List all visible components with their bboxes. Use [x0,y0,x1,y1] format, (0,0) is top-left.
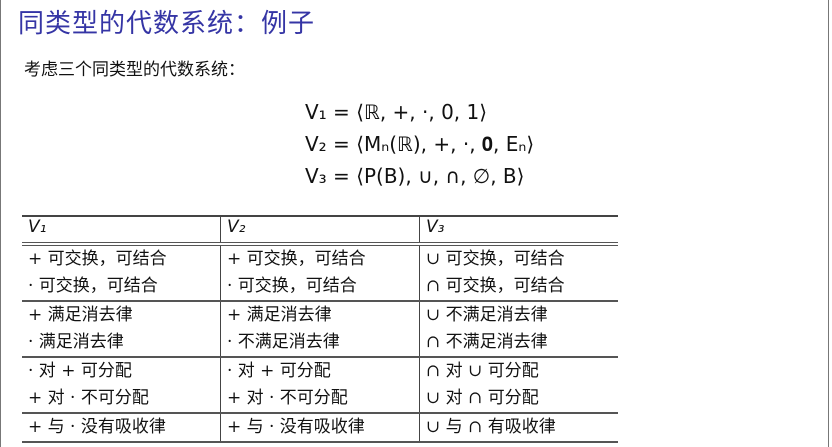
cell-line: + 满足消去律 [226,305,332,325]
cell-line: + 对 · 不可分配 [226,388,348,408]
cell-line: ∩ 对 ∪ 可分配 [426,361,539,381]
cell-line: + 满足消去律 [28,305,133,325]
cell-line: + 与 · 没有吸收律 [226,417,365,437]
table-cell: + 可交换，可结合 · 可交换，可结合 [219,244,420,302]
cell-line: · 可交换，可结合 [226,276,357,296]
intro-text: 考虑三个同类型的代数系统： [24,60,245,80]
table-cell: ∪ 不满足消去律 ∩ 不满足消去律 [419,301,618,358]
table-cell: ∩ 对 ∪ 可分配 ∪ 对 ∩ 可分配 [419,357,618,414]
cell-line: · 可交换，可结合 [28,276,158,296]
table-row: + 与 · 没有吸收律 + 与 · 没有吸收律 ∪ 与 ∩ 有吸收律 [22,413,618,443]
table-row: + 可交换，可结合 · 可交换，可结合 + 可交换，可结合 · 可交换，可结合 ∪ 可交… [22,244,618,302]
cell-line: ∪ 可交换，可结合 [426,249,565,269]
cell-line: + 可交换，可结合 [226,249,366,269]
header-v1: V₁ [22,215,221,246]
table-cell: + 与 · 没有吸收律 [219,413,420,443]
cell-line: ∪ 与 ∩ 有吸收律 [426,417,556,437]
table-cell: + 与 · 没有吸收律 [22,413,221,443]
table-cell: ∪ 与 ∩ 有吸收律 [419,413,618,443]
table-cell: · 对 + 可分配 + 对 · 不可分配 [22,357,221,414]
cell-line: + 可交换，可结合 [28,249,167,269]
cell-line: ∪ 对 ∩ 可分配 [426,388,539,408]
cell-line: + 与 · 没有吸收律 [28,417,166,437]
equation-v3: V₃ = ⟨P(B), ∪, ∩, ∅, B⟩ [305,164,525,188]
equation-v2: V₂ = ⟨Mₙ(ℝ), +, ·, 𝟎, Eₙ⟩ [305,132,535,156]
table-cell: ∪ 可交换，可结合 ∩ 可交换，可结合 [419,244,618,302]
cell-line: · 对 + 可分配 [28,361,132,381]
table-cell: + 满足消去律 · 不满足消去律 [219,301,420,358]
cell-line: ∪ 不满足消去律 [426,305,548,325]
table-header-row: V₁ V₂ V₃ [22,215,618,246]
cell-line: + 对 · 不可分配 [28,388,149,408]
table-cell: + 满足消去律 · 满足消去律 [22,301,221,358]
header-v2: V₂ [219,215,420,246]
equations: V₁ = ⟨ℝ, +, ·, 0, 1⟩ V₂ = ⟨Mₙ(ℝ), +, ·, … [305,96,534,192]
cell-line: ∩ 可交换，可结合 [426,276,565,296]
cell-line: · 不满足消去律 [226,332,340,352]
table-row: · 对 + 可分配 + 对 · 不可分配 · 对 + 可分配 + 对 · 不可分配 ∩ … [22,357,618,414]
slide-title: 同类型的代数系统：例子 [18,9,316,39]
cell-line: · 满足消去律 [28,332,124,352]
table-row: + 满足消去律 · 满足消去律 + 满足消去律 · 不满足消去律 ∪ 不满足消去律 ∩ 不… [22,301,618,358]
comparison-table: V₁ V₂ V₃ + 可交换，可结合 · 可交换，可结合 + 可交换，可结合 · 可交… [22,215,618,443]
table-cell: + 可交换，可结合 · 可交换，可结合 [22,244,221,302]
cell-line: · 对 + 可分配 [226,361,331,381]
header-v3: V₃ [419,215,618,246]
cell-line: ∩ 不满足消去律 [426,332,548,352]
table-cell: · 对 + 可分配 + 对 · 不可分配 [219,357,420,414]
equation-v1: V₁ = ⟨ℝ, +, ·, 0, 1⟩ [305,100,488,124]
